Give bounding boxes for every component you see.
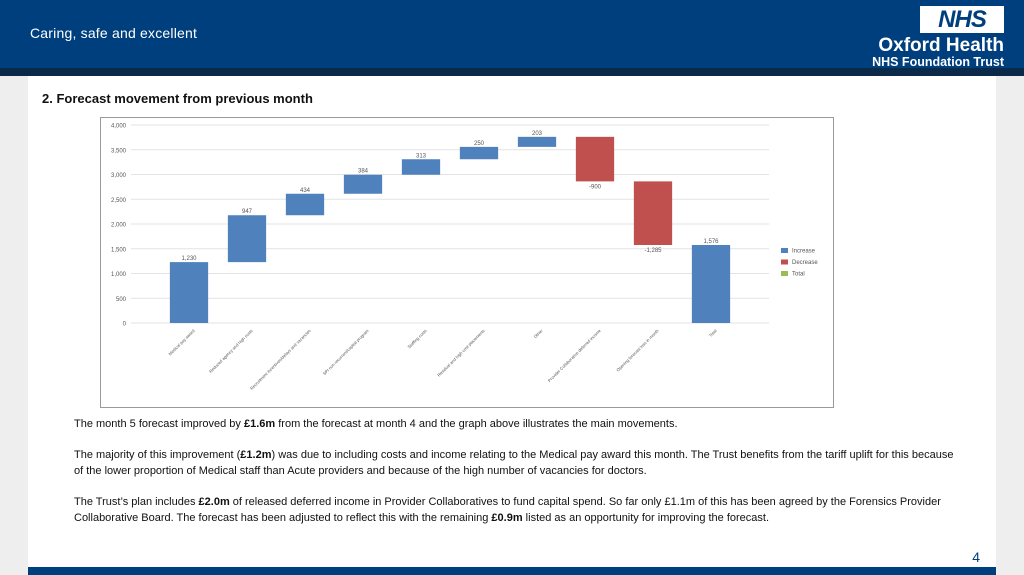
data-label: 313 <box>416 153 427 159</box>
body-text: The month 5 forecast improved by £1.6m f… <box>74 416 964 541</box>
legend-label: Decrease <box>792 260 818 266</box>
y-tick-label: 1,000 <box>111 272 127 278</box>
x-tick-label: Reduced agency and high costs <box>208 328 254 374</box>
right-margin <box>996 76 1024 575</box>
data-label: 203 <box>532 131 543 137</box>
highlight-figure: £2.0m <box>198 496 230 508</box>
logo-org-name: Oxford Health <box>878 35 1004 56</box>
paragraph-text: listed as an opportunity for improving t… <box>522 512 770 524</box>
y-tick-label: 2,000 <box>111 223 127 229</box>
paragraph-text: ) was due to including costs and income … <box>74 449 954 477</box>
data-label: 384 <box>358 169 369 175</box>
y-tick-label: 2,500 <box>111 198 127 204</box>
nhs-logo-box: NHS <box>920 6 1004 33</box>
bar-increase <box>691 244 731 323</box>
legend-swatch <box>781 271 788 276</box>
paragraph-text: from the forecast at month 4 and the gra… <box>275 418 678 430</box>
body-paragraph: The Trust’s plan includes £2.0m of relea… <box>74 494 964 526</box>
left-margin <box>0 76 28 575</box>
tagline: Caring, safe and excellent <box>30 25 198 41</box>
x-tick-label: Recruitment incentives/delays and vacanc… <box>249 328 312 391</box>
paragraph-text: of released deferred income in Provider … <box>74 496 941 524</box>
bar-decrease <box>575 136 615 182</box>
data-label: 250 <box>474 141 485 147</box>
x-tick-label: Staffing costs <box>406 328 427 349</box>
highlight-figure: £0.9m <box>491 512 523 524</box>
logo-trust-name: NHS Foundation Trust <box>872 55 1004 69</box>
header-strip <box>0 68 1024 76</box>
bar-increase <box>169 262 209 323</box>
data-label: -1,285 <box>644 248 662 254</box>
highlight-figure: £1.2m <box>240 449 272 461</box>
x-tick-label: Total <box>708 328 718 338</box>
bar-increase <box>227 215 267 263</box>
paragraph-text: The month 5 forecast improved by <box>74 418 244 430</box>
footer-bar <box>28 567 996 575</box>
data-label: 947 <box>242 209 253 215</box>
y-tick-label: 0 <box>123 322 127 328</box>
body-paragraph: The majority of this improvement (£1.2m)… <box>74 447 964 479</box>
header-bar: Caring, safe and excellent NHS Oxford He… <box>0 0 1024 69</box>
page-number: 4 <box>972 549 980 565</box>
bar-decrease <box>633 181 673 245</box>
bar-increase <box>517 136 557 147</box>
legend-swatch <box>781 248 788 253</box>
x-tick-label: Residual and high cost placements <box>436 328 485 377</box>
legend-label: Total <box>792 272 805 278</box>
section-title: 2. Forecast movement from previous month <box>42 91 313 106</box>
highlight-figure: £1.6m <box>243 418 276 430</box>
x-tick-label: Opening forecast loss in month <box>615 328 660 373</box>
body-paragraph: The month 5 forecast improved by £1.6m f… <box>74 416 964 432</box>
data-label: -900 <box>589 184 602 190</box>
paragraph-text: The Trust’s plan includes <box>74 496 199 508</box>
waterfall-chart: 0 500 1,000 1,500 2,000 2,500 3,000 3,500 4,000 1… <box>100 117 834 408</box>
paragraph-text: The majority of this improvement ( <box>74 449 241 461</box>
x-tick-label: Provider Collaborative deferred income <box>547 328 602 383</box>
bar-increase <box>343 174 383 194</box>
x-tick-label: Other <box>533 328 544 339</box>
bar-increase <box>401 159 441 175</box>
y-tick-label: 3,000 <box>111 173 127 179</box>
y-tick-label: 1,500 <box>111 247 127 253</box>
y-tick-label: 500 <box>116 297 127 303</box>
y-tick-label: 4,000 <box>111 124 127 130</box>
chart-svg: 0 500 1,000 1,500 2,000 2,500 3,000 3,500 4,000 1… <box>111 124 818 391</box>
x-tick-label: Medical pay award <box>167 328 196 357</box>
nhs-logo: NHS Oxford Health NHS Foundation Trust <box>842 6 1010 69</box>
x-tick-label: SPI non recurrent/capital program <box>322 328 370 376</box>
y-tick-label: 3,500 <box>111 148 127 154</box>
bar-increase <box>285 193 325 216</box>
data-label: 434 <box>300 188 311 194</box>
data-label: 1,230 <box>181 256 197 262</box>
data-label: 1,576 <box>703 239 719 245</box>
legend-swatch <box>781 259 788 265</box>
bar-increase <box>459 146 499 160</box>
legend-label: Increase <box>792 249 816 255</box>
